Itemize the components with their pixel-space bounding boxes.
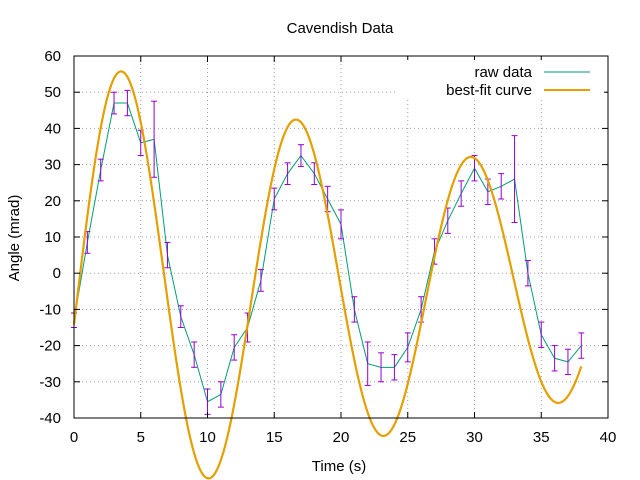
raw-data-errorbar [151,100,158,178]
raw-data-errorbar [271,187,278,211]
x-tick-label: 15 [266,429,283,446]
legend: raw data best-fit curve [396,60,604,100]
y-tick-label: 50 [44,84,61,101]
x-tick-label: 10 [199,429,216,446]
raw-data-errorbar [404,332,411,363]
x-tick-label: 20 [333,429,350,446]
y-tick-label: -10 [39,301,61,318]
y-tick-label: 60 [44,48,61,65]
x-tick-label: 5 [137,429,145,446]
raw-data-errorbar [511,135,518,224]
chart-title: Cavendish Data [287,20,394,37]
x-tick-label: 25 [399,429,416,446]
series-layer [71,70,585,480]
x-tick-label: 40 [600,429,617,446]
raw-data-errorbar [578,332,585,359]
y-tick-label: 0 [53,265,61,282]
axis-ticks: 0 5 10 15 20 25 30 35 40 -40 -30 -20 -10 0 10 20 30 40 50 6… [39,48,616,446]
y-tick-label: 30 [44,157,61,174]
raw-data-errorbar [217,381,224,408]
raw-data-errorbar [378,352,385,383]
raw-data-errorbar [257,269,264,292]
raw-data-errorbar [97,158,104,182]
x-axis-label: Time (s) [312,458,366,475]
raw-data-errorbar [177,305,184,328]
legend-label-best-fit-curve: best-fit curve [446,82,532,99]
raw-data-errorbar [458,180,465,207]
legend-background [396,60,604,100]
y-tick-label: -40 [39,410,61,427]
y-axis-label: Angle (mrad) [6,195,23,282]
raw-data-errorbar [191,341,198,368]
y-tick-label: -30 [39,374,61,391]
raw-data-errorbar [231,334,238,361]
raw-data-errorbar [391,354,398,381]
raw-data-errorbar [297,144,304,167]
raw-data-errorbar [351,296,358,323]
y-tick-label: 40 [44,120,61,137]
raw-data-errorbar [364,341,371,386]
raw-data-errorbar [498,173,505,200]
raw-data-errorbar [284,162,291,186]
raw-data-errorbar [164,241,171,269]
y-tick-label: 20 [44,193,61,210]
raw-data-errorbar [111,91,118,115]
raw-data-errorbar [538,321,545,348]
legend-label-raw-data: raw data [474,64,532,81]
raw-data-errorbar [524,260,531,287]
raw-data-errorbar [338,209,344,240]
x-tick-label: 0 [70,429,78,446]
raw-data-errorbar [564,348,571,376]
y-tick-label: 10 [44,229,61,246]
raw-data-errorbar [471,155,478,182]
y-tick-label: -20 [39,338,61,355]
best-fit-curve-line [72,70,583,480]
raw-data-errorbar [551,345,558,372]
x-tick-label: 30 [466,429,483,446]
x-tick-label: 35 [533,429,550,446]
raw-data-errorbar [124,89,131,117]
